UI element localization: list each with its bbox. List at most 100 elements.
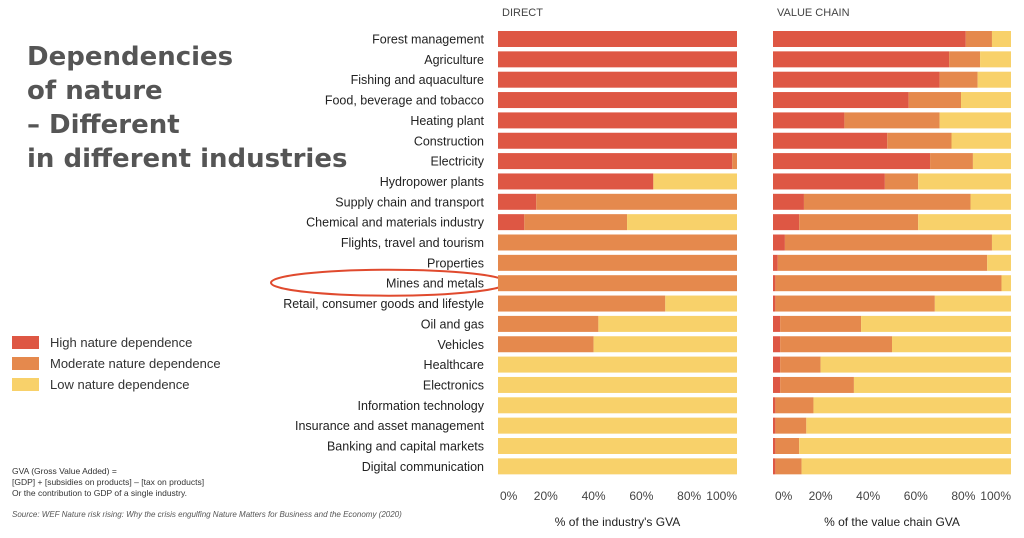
bar-segment (887, 132, 952, 149)
category-label: Supply chain and transport (335, 195, 484, 209)
bar-segment (775, 417, 807, 434)
bar-segment (773, 376, 781, 393)
bar-segment (732, 153, 737, 170)
category-label: Insurance and asset management (295, 419, 485, 433)
bar-segment (593, 336, 737, 353)
bar-segment (801, 458, 1011, 475)
title-line: in different industries (27, 144, 348, 174)
bar-segment (498, 417, 737, 434)
category-label: Oil and gas (421, 317, 484, 331)
bar-segment (991, 31, 1011, 47)
source-note: Source: WEF Nature risk rising: Why the … (12, 510, 402, 519)
bar-segment (918, 173, 1011, 190)
bar-segment (780, 356, 821, 373)
bar-segment (598, 315, 737, 332)
bar-segment (775, 438, 800, 454)
category-label: Electronics (423, 378, 484, 392)
bar-segment (773, 51, 950, 68)
note-line: Or the contribution to GDP of a single i… (12, 488, 187, 498)
bar-segment (773, 417, 776, 434)
bar-segment (498, 295, 666, 312)
bar-segment (820, 356, 1011, 373)
bar-segment (980, 51, 1011, 68)
bar-segment (892, 336, 1011, 353)
category-label: Agriculture (424, 53, 484, 67)
bar-segment (949, 51, 981, 68)
bar-segment (498, 92, 737, 109)
bar-segment (498, 376, 737, 393)
bar-segment (773, 31, 966, 47)
panel-title: VALUE CHAIN (777, 7, 850, 19)
bar-segment (498, 71, 737, 88)
bar-segment (930, 153, 973, 170)
bar-segment (773, 112, 845, 129)
category-label: Hydropower plants (380, 175, 484, 189)
bar-segment (773, 173, 885, 190)
bar-segment (498, 234, 737, 251)
bar-segment (498, 397, 737, 414)
bar-segment (773, 254, 778, 271)
tick-label: 20% (809, 489, 833, 503)
title-line: Dependencies (27, 42, 234, 72)
legend-label: Low nature dependence (50, 376, 190, 392)
gva-definition-note: GVA (Gross Value Added) = [GDP] + [subsi… (12, 466, 204, 499)
bar-segment (780, 376, 854, 393)
bar-segment (665, 295, 737, 312)
tick-label: 40% (582, 489, 606, 503)
bar-segment (775, 275, 1002, 292)
category-label: Banking and capital markets (327, 440, 484, 454)
x-axis-title: % of the value chain GVA (824, 515, 960, 529)
bar-segment (498, 112, 737, 129)
bar-segment (773, 132, 888, 149)
category-label: Information technology (358, 399, 485, 413)
tick-label: 0% (500, 489, 518, 503)
bar-segment (773, 71, 940, 88)
category-label: Vehicles (437, 338, 484, 352)
bar-segment (773, 153, 931, 170)
bar-segment (498, 31, 737, 47)
legend-item-moderate: Moderate nature dependence (12, 353, 221, 373)
bar-segment (498, 438, 737, 454)
bar-segment (861, 315, 1011, 332)
bar-segment (773, 214, 800, 231)
tick-label: 0% (775, 489, 793, 503)
category-label: Healthcare (424, 358, 484, 372)
bar-segment (775, 458, 802, 475)
title-line: of nature (27, 76, 163, 106)
category-label: Forest management (372, 33, 484, 47)
title-line: – Different (27, 110, 180, 140)
category-label: Properties (427, 256, 484, 270)
category-label: Construction (414, 134, 484, 148)
bar-segment (775, 397, 814, 414)
page-title: Dependencies of nature – Different in di… (27, 40, 387, 176)
bar-segment (773, 438, 776, 454)
bar-segment (977, 71, 1011, 88)
category-label: Food, beverage and tobacco (325, 94, 484, 108)
tick-label: 80% (951, 489, 975, 503)
bar-segment (773, 295, 776, 312)
legend-swatch-high (12, 335, 39, 349)
bar-segment (972, 153, 1011, 170)
bar-segment (813, 397, 1011, 414)
bar-segment (1001, 275, 1011, 292)
bar-segment (908, 92, 962, 109)
bar-segment (775, 295, 935, 312)
bar-segment (844, 112, 940, 129)
tick-label: 60% (904, 489, 928, 503)
bar-segment (498, 356, 737, 373)
bar-segment (853, 376, 1011, 393)
bar-segment (498, 275, 737, 292)
x-axis-title: % of the industry's GVA (555, 515, 680, 529)
bar-segment (498, 153, 733, 170)
bar-segment (951, 132, 1011, 149)
tick-label: 100% (980, 489, 1011, 503)
panel-title: DIRECT (502, 7, 543, 19)
bar-segment (773, 275, 776, 292)
bar-segment (524, 214, 628, 231)
note-line: GVA (Gross Value Added) = (12, 466, 117, 476)
bar-segment (987, 254, 1011, 271)
bar-segment (918, 214, 1011, 231)
bar-segment (803, 193, 971, 210)
category-label: Electricity (431, 155, 485, 169)
